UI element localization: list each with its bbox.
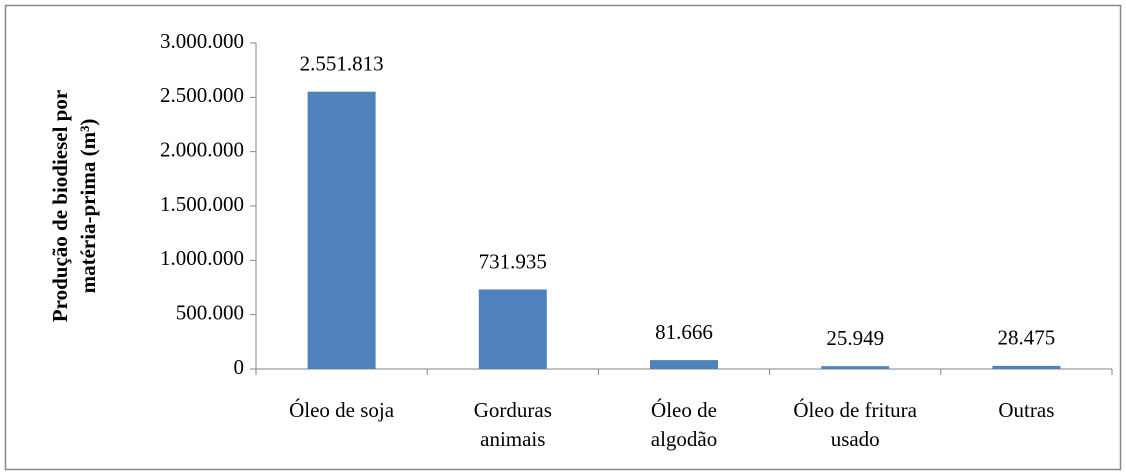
data-label: 731.935: [479, 249, 547, 273]
data-label: 28.475: [998, 326, 1056, 350]
bar: [992, 365, 1061, 369]
y-tick-label: 2.500.000: [160, 83, 244, 107]
y-axis-title: Produção de biodiesel por: [48, 90, 72, 322]
x-tick-label: usado: [831, 427, 880, 451]
bar: [821, 366, 890, 369]
y-tick-label: 500.000: [176, 300, 244, 324]
data-label: 2.551.813: [300, 52, 384, 76]
x-tick-label: Óleo de soja: [289, 398, 395, 422]
chart-border: [4, 4, 1122, 471]
y-tick-label: 1.500.000: [160, 192, 244, 216]
bar: [650, 360, 718, 369]
y-tick-label: 1.000.000: [160, 246, 244, 270]
x-tick-label: Gorduras: [474, 398, 552, 422]
y-tick-label: 2.000.000: [160, 137, 244, 161]
x-tick-label: Óleo de fritura: [793, 398, 917, 422]
data-label: 25.949: [826, 326, 884, 350]
bar: [478, 289, 547, 369]
bar: [307, 91, 376, 369]
x-tick-label: Óleo de: [651, 398, 717, 422]
x-tick-label: algodão: [651, 427, 717, 451]
y-tick-label: 0: [234, 355, 245, 379]
x-tick-label: animais: [480, 427, 545, 451]
y-tick-label: 3.000.000: [160, 29, 244, 53]
x-tick-label: Outras: [998, 398, 1054, 422]
data-label: 81.666: [655, 320, 713, 344]
y-axis-title: matéria-prima (m³): [76, 119, 100, 294]
